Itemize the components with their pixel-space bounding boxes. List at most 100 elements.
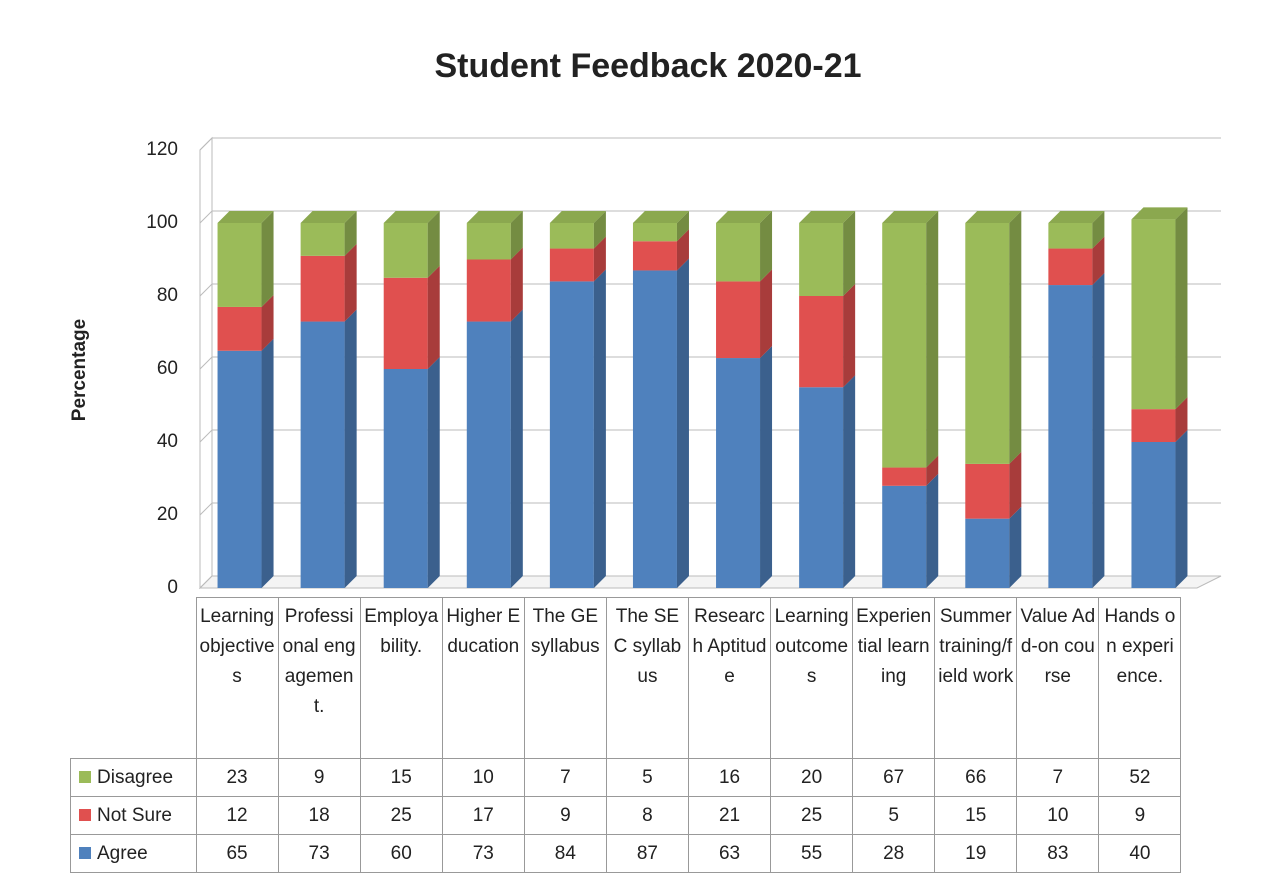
table-value: 67 [852, 758, 936, 797]
bar-front [466, 223, 511, 260]
table-value: 55 [770, 834, 854, 873]
category-label: Hands on experience. [1098, 597, 1182, 759]
bar-side-shade [593, 211, 606, 249]
bar-segment [1131, 397, 1188, 442]
bar-segment [300, 309, 357, 588]
table-value: 66 [934, 758, 1018, 797]
table-value: 23 [195, 758, 279, 797]
legend-label: Agree [97, 842, 148, 864]
bar-top-shade [799, 211, 856, 223]
bar-segment [799, 211, 856, 296]
bar-side-shade [593, 236, 606, 282]
bar-top-shade [965, 211, 1022, 223]
bar-front [217, 223, 262, 307]
bar-segment [383, 265, 440, 369]
bar-side-shade [1092, 273, 1105, 588]
y-tick-label: 80 [157, 285, 178, 306]
bar-top [549, 211, 606, 223]
bar-segment [1131, 207, 1188, 410]
bar-top [1048, 211, 1105, 223]
bar-side-shade [510, 211, 523, 260]
bar-top [882, 211, 939, 223]
data-table: Learning objectives Professional engageme… [70, 597, 1182, 873]
bar-side [760, 211, 773, 282]
bar-front [300, 223, 345, 256]
bar-side [1175, 397, 1188, 442]
bar-side [261, 294, 274, 351]
bar-segment [716, 211, 773, 282]
bar-front [549, 281, 594, 588]
grid-line [199, 137, 1221, 151]
bar-segment [632, 258, 689, 588]
bar-side-shade [676, 229, 689, 271]
bar-front [217, 350, 262, 588]
bar-side [676, 258, 689, 588]
category-label: Experiential learning [852, 597, 936, 759]
table-value: 73 [441, 834, 525, 873]
bar-front [632, 241, 677, 271]
bar-side [676, 211, 689, 242]
legend-cell: Not Sure [70, 796, 197, 835]
bar-side-shade [676, 258, 689, 588]
table-value: 7 [1016, 758, 1100, 797]
bar-side-shade [1175, 207, 1188, 410]
bar-segment [549, 211, 606, 249]
bar-top-shade [383, 211, 440, 223]
bar-segment [383, 357, 440, 588]
bar-front [383, 369, 428, 588]
y-tick-label: 20 [157, 504, 178, 525]
bar-front [965, 223, 1010, 464]
bar-top [716, 211, 773, 223]
bar-side-shade [760, 211, 773, 282]
bar-side-shade [1092, 211, 1105, 249]
bar-side [843, 284, 856, 388]
table-value: 21 [687, 796, 772, 835]
bar-segment [383, 211, 440, 278]
table-row: Not Sure 12 18 25 17 9 8 21 25 5 15 10 9 [70, 796, 1182, 835]
bar-side-shade [1175, 430, 1188, 588]
bar-front [383, 223, 428, 278]
bar-top-shade [1131, 207, 1188, 220]
y-axis-label: Percentage [69, 319, 90, 421]
bar-side [344, 211, 357, 256]
legend-swatch [79, 808, 91, 821]
y-tick-label: 60 [157, 358, 178, 379]
category-label: Employability. [359, 597, 443, 759]
table-value: 73 [277, 834, 361, 873]
bar-segment [217, 338, 274, 588]
bar-side [344, 309, 357, 588]
bar-side-shade [261, 211, 274, 307]
bar-front [383, 277, 428, 369]
category-label: The GE syllabus [523, 597, 607, 759]
bar-top [799, 211, 856, 223]
bar-segment [716, 346, 773, 588]
legend-label: Not Sure [97, 804, 172, 826]
bar-side [760, 269, 773, 359]
bar-segment [799, 375, 856, 588]
bar-front [882, 485, 927, 588]
table-header-row: Learning objectives Professional engageme… [70, 597, 1182, 759]
bar-side [510, 309, 523, 588]
table-value: 12 [195, 796, 279, 835]
category-label: Learning outcomes [770, 597, 854, 759]
bar-front [882, 223, 927, 468]
bar-side [1175, 430, 1188, 588]
bar-segment [1048, 236, 1105, 286]
table-row: Agree 65 73 60 73 84 87 63 55 28 19 83 40 [70, 834, 1182, 873]
bar-segment [882, 473, 939, 588]
table-value: 15 [359, 758, 443, 797]
bar-segment [716, 269, 773, 359]
bar-side-shade [843, 284, 856, 388]
bar-side [926, 455, 939, 486]
bar-front [716, 358, 761, 588]
bar-side [760, 346, 773, 588]
bar-side-shade [427, 265, 440, 369]
bar-segment [632, 211, 689, 242]
table-value: 10 [1016, 796, 1100, 835]
bar-front [799, 223, 844, 296]
bar-segment [965, 506, 1022, 588]
bar-side [926, 211, 939, 468]
bar-side-shade [510, 309, 523, 588]
bar-segment [466, 247, 523, 322]
